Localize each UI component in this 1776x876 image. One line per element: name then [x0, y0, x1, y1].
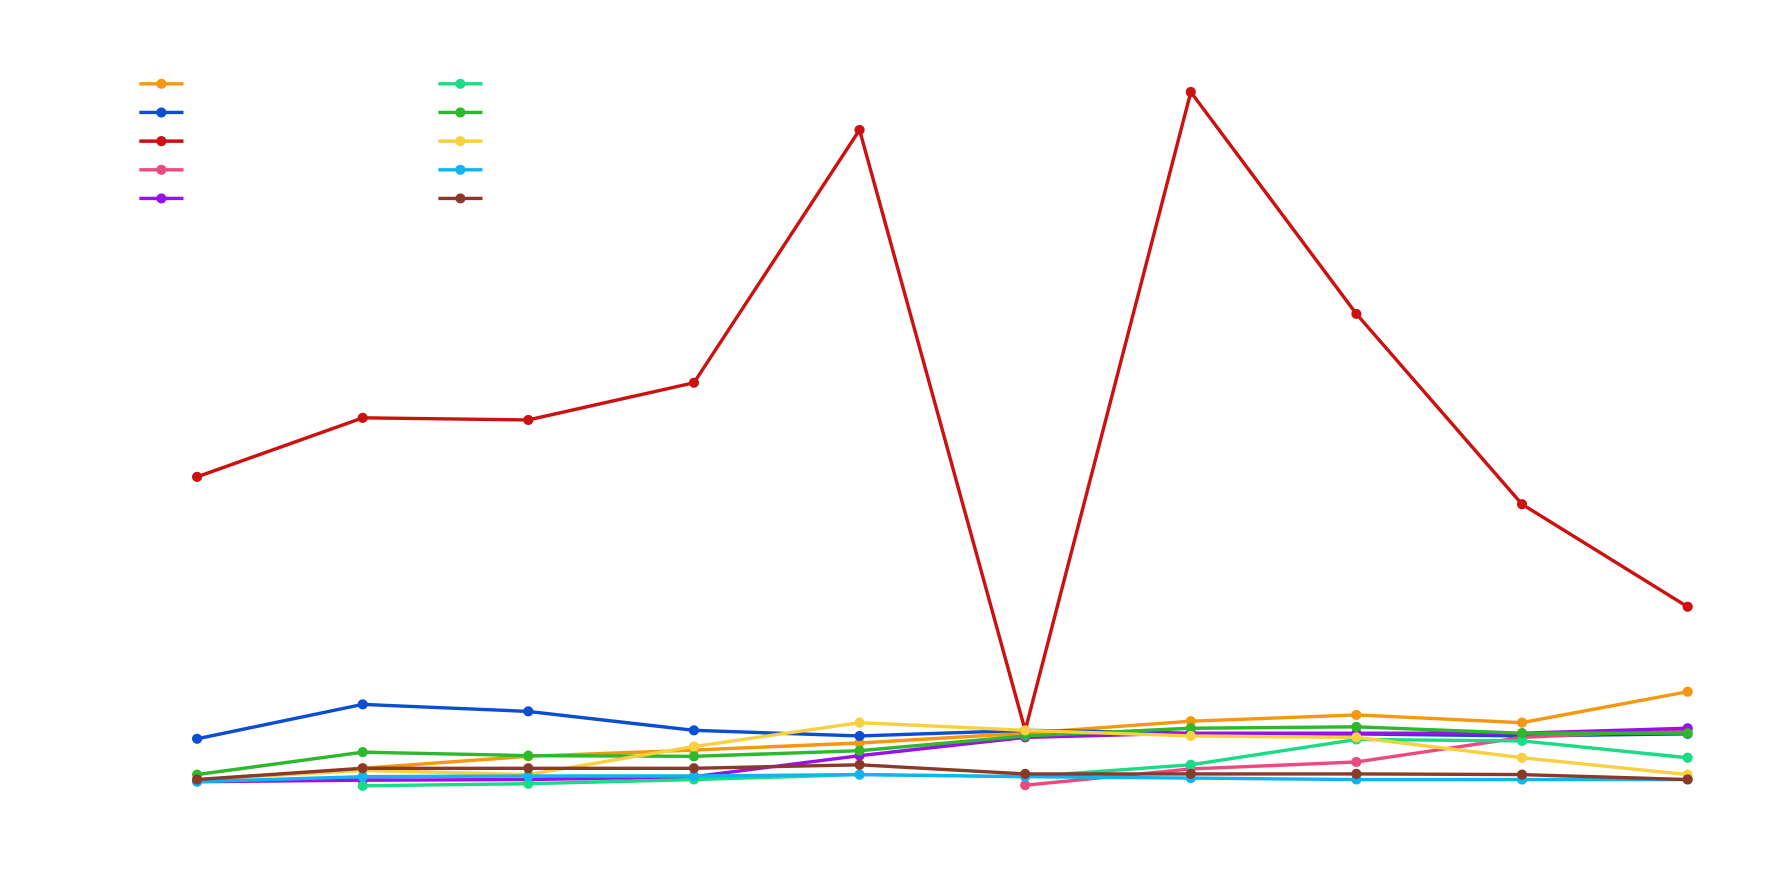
legend-marker — [455, 107, 466, 118]
series-line — [197, 726, 1688, 784]
data-point — [1682, 686, 1693, 697]
data-point — [523, 750, 534, 761]
data-point — [1516, 735, 1528, 746]
data-point — [523, 778, 534, 789]
data-point — [191, 733, 203, 744]
data-point — [688, 741, 700, 752]
series-line — [196, 763, 1688, 782]
data-point — [1516, 717, 1528, 728]
series-line — [196, 690, 1688, 782]
data-point — [523, 706, 534, 717]
data-point — [854, 737, 865, 749]
legend-marker — [455, 78, 466, 89]
data-point — [1682, 774, 1693, 785]
data-point — [854, 759, 865, 770]
data-point — [688, 770, 700, 782]
data-point — [357, 771, 368, 782]
data-point — [1185, 86, 1196, 98]
data-point — [1351, 709, 1362, 721]
legend-marker — [156, 136, 167, 147]
data-point — [1516, 728, 1528, 739]
data-point — [1351, 732, 1362, 743]
data-point — [688, 725, 700, 736]
data-point — [688, 751, 700, 762]
series-line — [196, 720, 1688, 782]
data-point — [1516, 499, 1528, 510]
legend-marker — [156, 78, 167, 89]
series-line — [196, 90, 1689, 733]
legend-marker — [455, 193, 466, 204]
data-point — [1351, 756, 1362, 768]
data-point — [1351, 768, 1362, 779]
data-point — [357, 412, 368, 423]
data-point — [1516, 752, 1528, 763]
data-point — [1185, 723, 1196, 734]
data-point — [191, 774, 203, 785]
data-point — [1185, 768, 1196, 779]
data-point — [1185, 730, 1196, 742]
legend-marker — [455, 136, 466, 147]
legend-marker — [156, 107, 167, 118]
data-point — [1682, 601, 1693, 612]
data-point — [1682, 752, 1693, 763]
data-point — [1020, 768, 1031, 779]
data-point — [688, 763, 700, 774]
data-point — [1516, 769, 1528, 780]
series-line — [196, 702, 1688, 741]
data-point — [854, 717, 865, 728]
data-point — [854, 730, 865, 742]
data-point — [191, 471, 203, 482]
data-point — [1351, 721, 1362, 732]
legend-marker — [156, 193, 167, 204]
data-point — [523, 414, 534, 426]
data-point — [1185, 716, 1196, 727]
data-point — [1020, 725, 1031, 736]
series-line — [197, 772, 1688, 784]
data-point — [1185, 759, 1196, 770]
data-point — [523, 770, 534, 782]
legend-marker — [455, 164, 466, 175]
data-point — [357, 763, 368, 774]
data-point — [523, 763, 534, 774]
data-point — [357, 747, 368, 758]
data-point — [1351, 308, 1362, 320]
data-point — [1020, 780, 1031, 791]
data-point — [854, 769, 865, 780]
series-line — [196, 725, 1688, 777]
data-point — [688, 377, 700, 388]
data-point — [854, 124, 865, 136]
data-point — [357, 699, 368, 710]
data-point — [357, 780, 368, 791]
data-point — [1682, 728, 1693, 739]
data-point — [854, 745, 865, 756]
legend-marker — [156, 164, 167, 175]
